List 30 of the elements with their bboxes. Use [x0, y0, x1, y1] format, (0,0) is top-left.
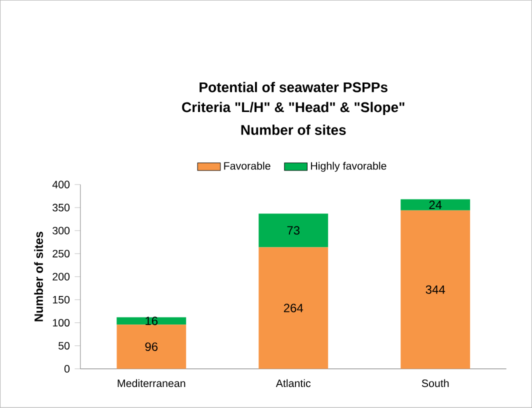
y-tick-label: 400	[52, 180, 70, 188]
bar	[400, 199, 470, 210]
chart-title: Potential of seawater PSPPs	[200, 82, 388, 92]
data-label: 96	[145, 342, 158, 352]
legend-label: Highly favorable	[311, 162, 386, 172]
y-axis-title: Number of sites	[34, 232, 43, 322]
data-label: 264	[284, 304, 304, 312]
chart-subtitle: Criteria "L/H" & "Head" & "Slope"	[182, 102, 404, 116]
legend-label: Favorable	[224, 162, 270, 170]
data-label: 344	[426, 285, 446, 294]
y-tick-label: 300	[52, 226, 70, 234]
data-label: 16	[146, 316, 158, 326]
text: Number of sites	[241, 124, 346, 136]
y-tick-label: 250	[52, 250, 70, 258]
y-tick-label: 150	[52, 296, 70, 304]
bar	[258, 247, 328, 369]
bar	[116, 317, 186, 325]
data-label: 73	[287, 226, 300, 235]
y-tick-label: 50	[58, 342, 70, 350]
x-tick-label: South	[422, 379, 449, 388]
x-tick-label: Mediterranean	[118, 379, 186, 388]
bar	[116, 324, 186, 369]
y-tick-label: 350	[52, 204, 70, 212]
x-tick-label: Atlantic	[276, 379, 311, 388]
y-tick-label: 0	[64, 365, 70, 373]
data-label: 24	[429, 200, 442, 210]
bar	[400, 210, 470, 369]
y-tick-label: 100	[52, 319, 70, 327]
y-tick-label: 200	[52, 273, 70, 281]
bar	[258, 214, 328, 248]
